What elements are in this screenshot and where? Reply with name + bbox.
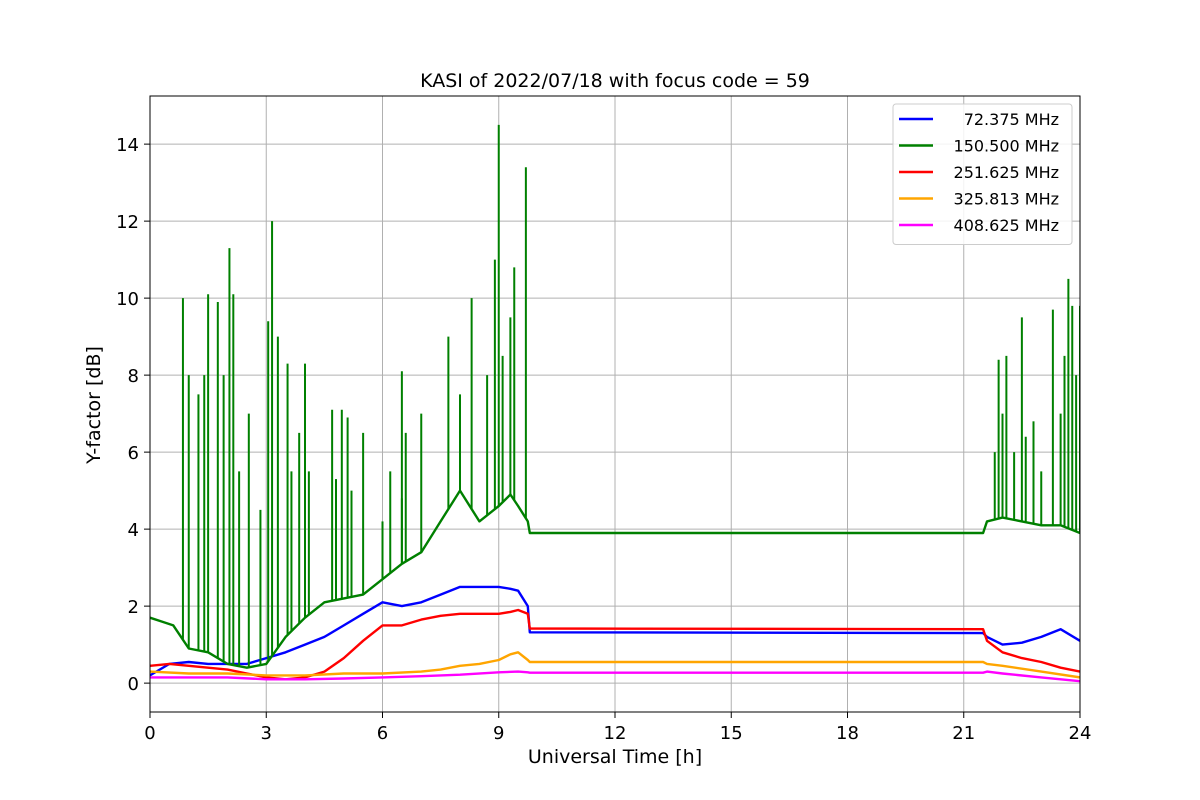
x-tick-label: 3 xyxy=(261,723,272,744)
x-tick-label: 15 xyxy=(720,723,743,744)
x-tick-label: 24 xyxy=(1069,723,1092,744)
y-tick-label: 2 xyxy=(128,597,139,618)
legend-entry-4: 408.625 MHz xyxy=(954,216,1059,235)
legend-entry-1: 150.500 MHz xyxy=(954,137,1059,156)
x-tick-label: 9 xyxy=(493,723,504,744)
series-line-4 xyxy=(150,670,1080,683)
legend-entry-0: 72.375 MHz xyxy=(964,110,1059,129)
y-tick-label: 10 xyxy=(116,289,139,310)
x-axis-label: Universal Time [h] xyxy=(528,746,702,768)
y-tick-label: 8 xyxy=(128,366,139,387)
y-axis-label: Y-factor [dB] xyxy=(83,346,105,465)
legend-box xyxy=(892,103,1073,245)
y-tick-label: 12 xyxy=(116,212,139,233)
y-tick-label: 14 xyxy=(116,135,139,156)
y-tick-label: 0 xyxy=(128,674,139,695)
y-tick-label: 6 xyxy=(128,443,139,464)
y-tick-label: 4 xyxy=(128,520,139,541)
x-tick-label: 21 xyxy=(952,723,975,744)
series-line-2 xyxy=(150,608,1080,681)
legend-entry-2: 251.625 MHz xyxy=(954,163,1059,182)
x-tick-label: 6 xyxy=(377,723,388,744)
x-tick-label: 18 xyxy=(836,723,859,744)
legend-entry-3: 325.813 MHz xyxy=(954,190,1059,209)
x-tick-label: 12 xyxy=(604,723,627,744)
series-line-0 xyxy=(150,585,1080,677)
chart-title: KASI of 2022/07/18 with focus code = 59 xyxy=(420,70,810,92)
x-tick-label: 0 xyxy=(144,723,155,744)
series-line-3 xyxy=(150,651,1080,679)
